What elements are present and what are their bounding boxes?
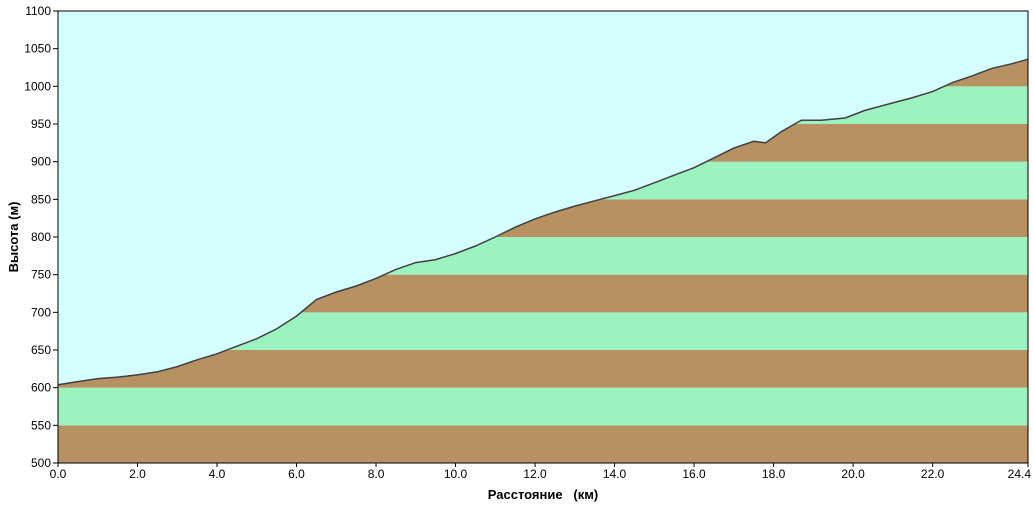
- y-tick-label: 600: [31, 381, 51, 395]
- x-tick-label: 8.0: [368, 467, 385, 481]
- x-tick-label: 14.0: [603, 467, 627, 481]
- x-tick-label: 16.0: [682, 467, 706, 481]
- y-tick-label: 1000: [24, 79, 51, 93]
- x-tick-label: 0.0: [50, 467, 67, 481]
- y-axis-title: Высота (м): [6, 202, 21, 273]
- y-tick-label: 550: [31, 418, 51, 432]
- y-tick-label: 500: [31, 456, 51, 470]
- y-tick-label: 800: [31, 230, 51, 244]
- elevation-band: [58, 425, 1028, 463]
- x-tick-label: 24.4: [1008, 467, 1032, 481]
- y-tick-label: 700: [31, 305, 51, 319]
- y-tick-label: 1100: [25, 4, 51, 18]
- x-tick-label: 6.0: [288, 467, 305, 481]
- x-axis-ticks: 0.0 2.0 4.0 6.0 8.0 10.0 12.0 14.0 16.0 18.0 20.0 2…: [50, 463, 1032, 481]
- x-tick-label: 10.0: [444, 467, 468, 481]
- x-tick-label: 20.0: [841, 467, 865, 481]
- x-tick-label: 22.0: [921, 467, 945, 481]
- y-tick-label: 950: [31, 117, 51, 131]
- elevation-band: [58, 387, 1028, 426]
- y-tick-label: 1050: [24, 42, 51, 56]
- y-tick-label: 900: [31, 155, 51, 169]
- y-tick-label: 650: [31, 343, 51, 357]
- elevation-profile-line: [57, 58, 1029, 386]
- y-tick-label: 850: [31, 192, 51, 206]
- y-axis-ticks: 500 550 600 650 700 750 800 850 900 950 1000 1050 11…: [24, 4, 58, 470]
- x-axis-title: Расстояние (км): [488, 487, 598, 502]
- x-tick-label: 4.0: [209, 467, 226, 481]
- x-tick-label: 18.0: [762, 467, 786, 481]
- x-tick-label: 2.0: [129, 467, 146, 481]
- elevation-band: [58, 350, 1028, 388]
- x-tick-label: 12.0: [523, 467, 547, 481]
- y-tick-label: 750: [31, 268, 51, 282]
